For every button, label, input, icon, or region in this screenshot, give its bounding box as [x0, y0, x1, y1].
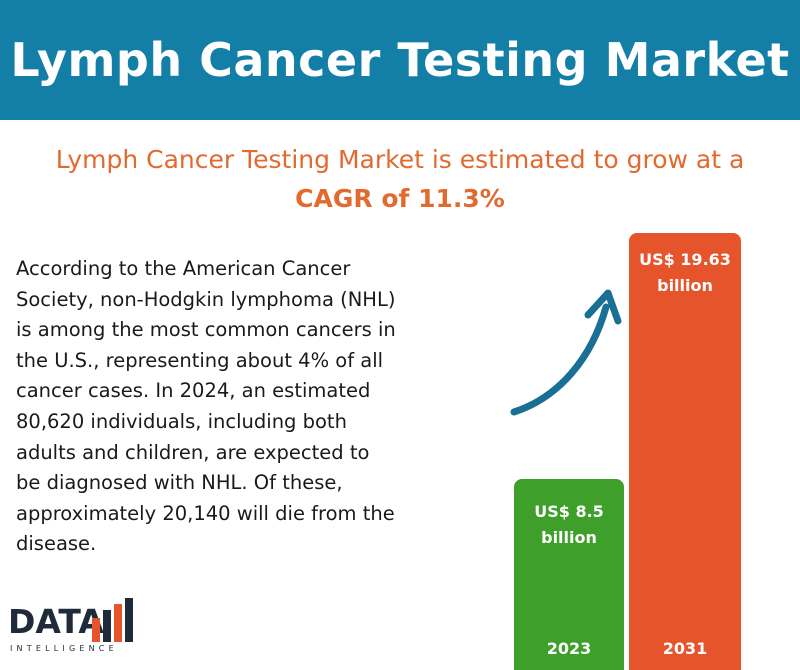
bar-2023-category-label: 2023	[546, 639, 592, 658]
bar-2023-value-label: US$ 8.5	[534, 502, 604, 521]
logo-tagline: INTELLIGENCE	[10, 644, 118, 653]
bar-2031-value-label: US$ 19.63	[639, 250, 731, 269]
datam-intelligence-logo: DATA INTELLIGENCE	[8, 596, 148, 660]
header-banner: Lymph Cancer Testing Market	[0, 0, 800, 120]
bar-2023: US$ 8.5 billion 2023	[514, 479, 624, 670]
description-paragraph: According to the American Cancer Society…	[16, 257, 396, 556]
logo-bars-icon	[92, 598, 133, 642]
bar-2023-unit-label: billion	[541, 528, 597, 547]
bar-2031-unit-label: billion	[657, 276, 713, 295]
growth-arrow-icon	[510, 289, 622, 416]
subtitle-cagr: CAGR of 11.3%	[295, 184, 505, 213]
logo-wordmark: DATA	[8, 602, 104, 641]
subtitle-line-1: Lymph Cancer Testing Market is estimated…	[55, 145, 745, 174]
bar-2031: US$ 19.63 billion 2031	[629, 233, 741, 670]
bar-2031-category-label: 2031	[662, 639, 708, 658]
page-title: Lymph Cancer Testing Market	[10, 33, 790, 87]
